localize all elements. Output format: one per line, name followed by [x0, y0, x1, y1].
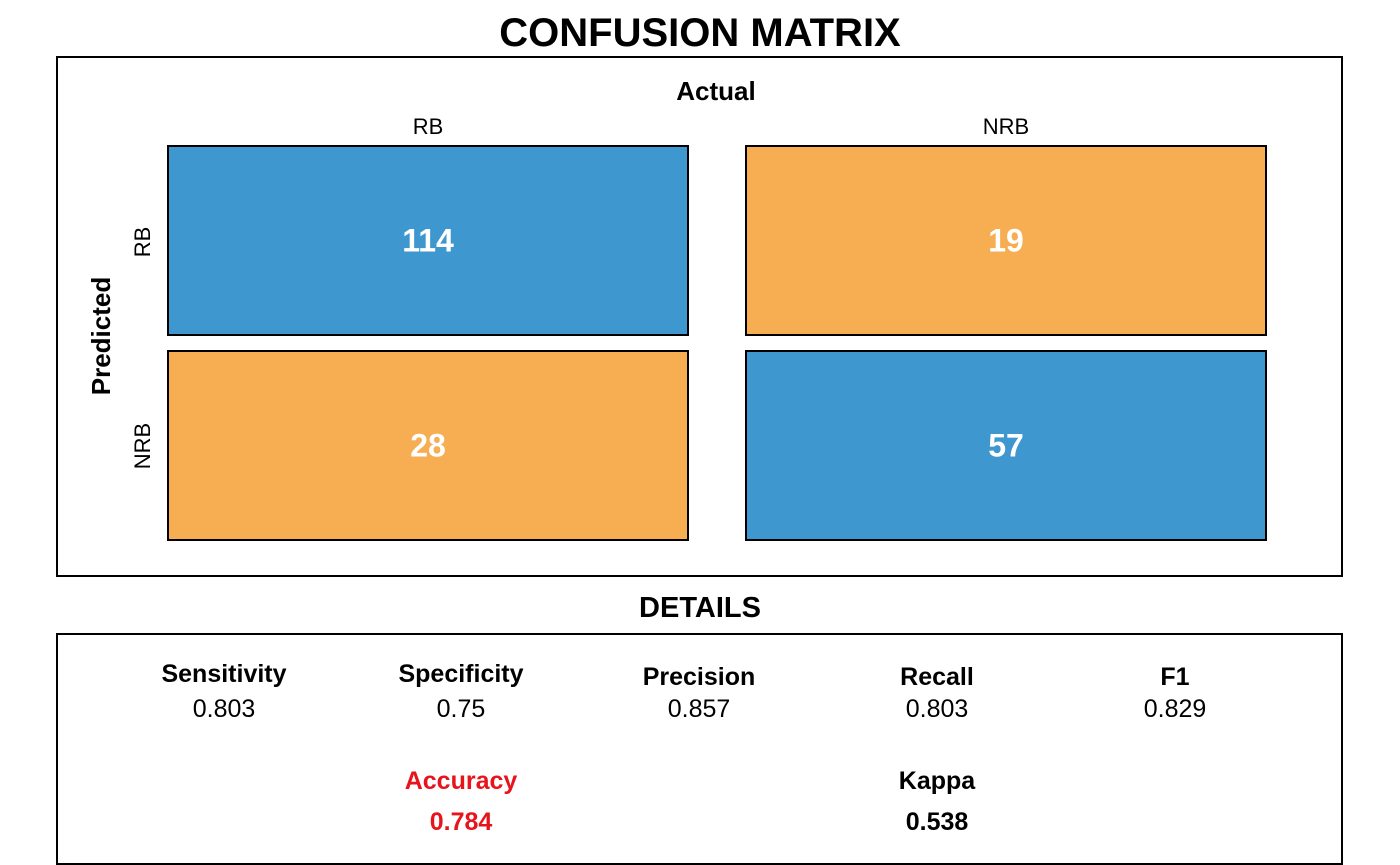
- metric-value-recall: 0.803: [906, 695, 969, 723]
- y-axis-title: Predicted: [86, 277, 116, 396]
- details-title: DETAILS: [639, 592, 761, 624]
- x-tick-label-rb: RB: [413, 114, 444, 139]
- y-tick-label-nrb: NRB: [130, 423, 155, 469]
- x-axis-title: Actual: [676, 76, 755, 106]
- metric-label-precision: Precision: [643, 663, 756, 691]
- cell-value-pred-nrb-actual-nrb: 57: [988, 428, 1024, 464]
- metric-label-sensitivity: Sensitivity: [161, 660, 286, 688]
- matrix-panel-border: [56, 56, 1343, 577]
- metric-value-kappa: 0.538: [906, 808, 969, 836]
- y-tick-label-rb: RB: [130, 227, 155, 258]
- metric-value-f1: 0.829: [1144, 695, 1207, 723]
- cell-value-pred-rb-actual-rb: 114: [402, 223, 454, 259]
- metric-value-specificity: 0.75: [437, 695, 486, 723]
- cell-pred-rb-actual-rb: [167, 145, 689, 336]
- x-tick-label-nrb: NRB: [983, 114, 1029, 139]
- metric-value-sensitivity: 0.803: [193, 695, 256, 723]
- metric-label-recall: Recall: [900, 663, 974, 691]
- metric-value-accuracy: 0.784: [430, 808, 493, 836]
- cell-value-pred-rb-actual-nrb: 19: [988, 223, 1024, 259]
- metric-label-accuracy: Accuracy: [405, 767, 518, 795]
- metric-label-specificity: Specificity: [398, 660, 523, 688]
- metric-label-f1: F1: [1160, 663, 1189, 691]
- chart-title: CONFUSION MATRIX: [499, 11, 901, 55]
- details-panel-border: [56, 633, 1343, 865]
- metric-label-kappa: Kappa: [899, 767, 977, 795]
- cell-value-pred-nrb-actual-rb: 28: [410, 428, 446, 464]
- cell-pred-rb-actual-nrb: [745, 145, 1267, 336]
- matrix-cells: 114 19 28 57: [167, 145, 1267, 541]
- cell-pred-nrb-actual-rb: [167, 350, 689, 541]
- metric-value-precision: 0.857: [668, 695, 731, 723]
- cell-pred-nrb-actual-nrb: [745, 350, 1267, 541]
